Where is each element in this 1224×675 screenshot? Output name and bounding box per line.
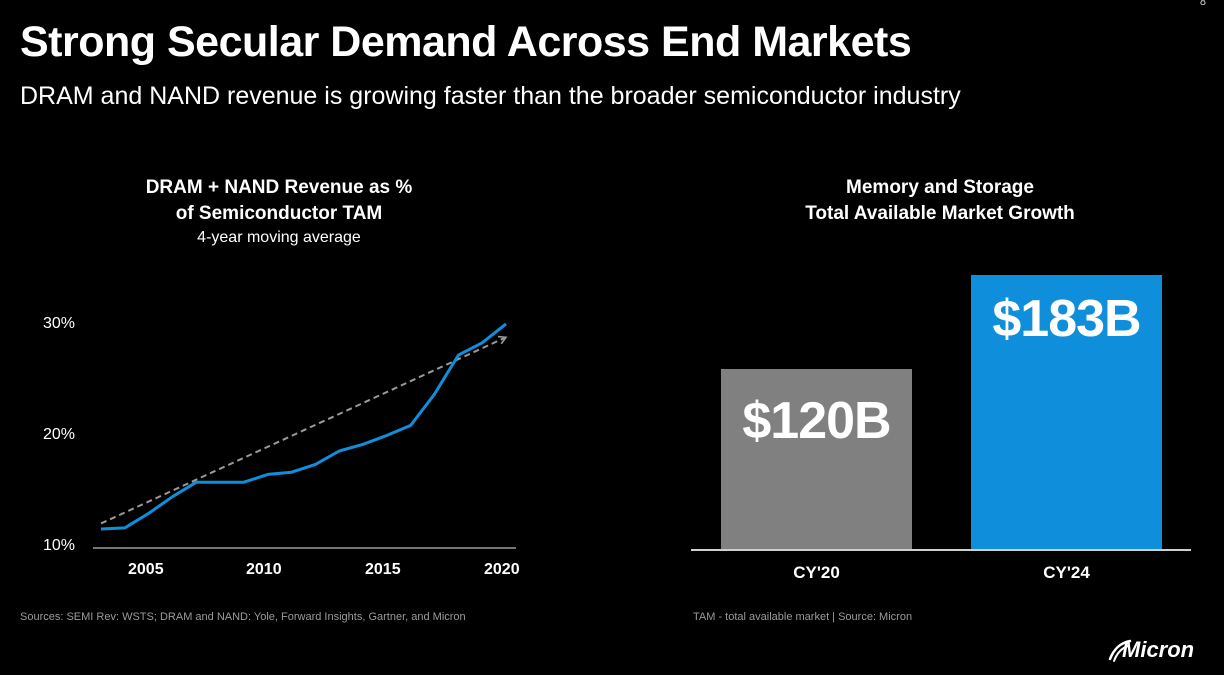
bar-chart-title: Memory and Storage Total Available Marke… xyxy=(740,175,1140,227)
line-chart-title: DRAM + NAND Revenue as % of Semiconducto… xyxy=(79,175,479,249)
line-chart-source: Sources: SEMI Rev: WSTS; DRAM and NAND: … xyxy=(20,611,466,623)
page-number: 8 xyxy=(1199,0,1206,8)
line-chart-subtitle: 4-year moving average xyxy=(197,229,361,246)
y-tick-label: 10% xyxy=(43,537,76,554)
bar-cy20: $120B xyxy=(721,369,912,549)
slide-title: Strong Secular Demand Across End Markets xyxy=(20,18,912,66)
revenue-share-line xyxy=(100,322,507,531)
bar-chart-title-line1: Memory and Storage xyxy=(846,177,1034,198)
x-tick-label: 2010 xyxy=(246,561,282,578)
bar-chart-title-line2: Total Available Market Growth xyxy=(805,203,1075,224)
y-tick-label: 20% xyxy=(43,426,76,443)
bar-value-label: $120B xyxy=(742,392,891,451)
trend-arrow xyxy=(100,335,508,525)
line-chart-title-line1: DRAM + NAND Revenue as % xyxy=(145,177,413,198)
bar-baseline xyxy=(691,549,1191,551)
y-tick-label: 30% xyxy=(43,315,76,332)
x-tick-label: 2015 xyxy=(365,561,401,578)
micron-logo: Micron xyxy=(1108,637,1194,662)
bar-cy24: $183B xyxy=(971,275,1162,549)
slide-subtitle: DRAM and NAND revenue is growing faster … xyxy=(20,82,961,110)
svg-text:Micron: Micron xyxy=(1122,637,1194,662)
line-chart-title-line2: of Semiconductor TAM xyxy=(175,203,383,224)
bar-chart-source: TAM - total available market | Source: M… xyxy=(693,611,913,623)
x-tick-label: 2005 xyxy=(128,561,164,578)
bar-value-label: $183B xyxy=(992,290,1141,348)
bar-category-label: CY'24 xyxy=(1043,563,1090,582)
bar-category-label: CY'20 xyxy=(793,563,840,582)
x-tick-label: 2020 xyxy=(484,561,520,578)
